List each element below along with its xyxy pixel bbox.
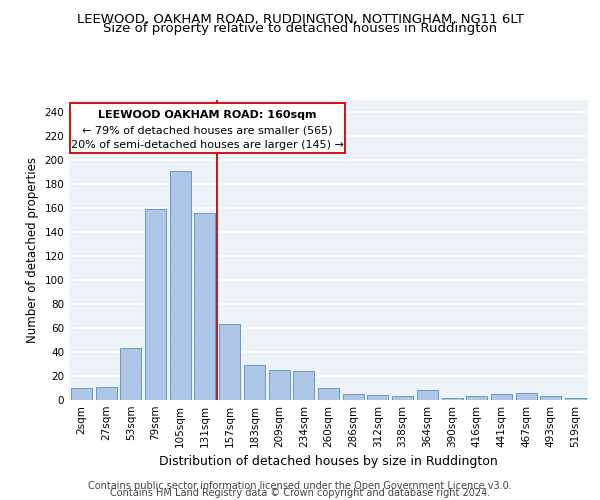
Bar [170,171,191,400]
Text: Size of property relative to detached houses in Ruddington: Size of property relative to detached ho… [103,22,497,35]
X-axis label: Distribution of detached houses by size in Ruddington: Distribution of detached houses by size … [159,456,498,468]
Text: Contains HM Land Registry data © Crown copyright and database right 2024.: Contains HM Land Registry data © Crown c… [110,488,490,498]
Bar [269,370,290,400]
Bar [244,365,265,400]
Bar [442,398,463,400]
Y-axis label: Number of detached properties: Number of detached properties [26,157,39,343]
Bar [219,324,240,400]
Bar [491,394,512,400]
Bar [516,393,537,400]
Bar [565,398,586,400]
Bar [392,396,413,400]
Bar [95,387,116,400]
Bar [417,390,438,400]
Text: ← 79% of detached houses are smaller (565): ← 79% of detached houses are smaller (56… [82,125,332,135]
Bar [293,371,314,400]
Bar [367,395,388,400]
Bar [318,388,339,400]
Text: Contains public sector information licensed under the Open Government Licence v3: Contains public sector information licen… [88,481,512,491]
Bar [120,348,141,400]
Bar [466,396,487,400]
Bar [343,394,364,400]
Bar [541,396,562,400]
Text: LEEWOOD OAKHAM ROAD: 160sqm: LEEWOOD OAKHAM ROAD: 160sqm [98,110,316,120]
Text: LEEWOOD, OAKHAM ROAD, RUDDINGTON, NOTTINGHAM, NG11 6LT: LEEWOOD, OAKHAM ROAD, RUDDINGTON, NOTTIN… [77,12,523,26]
FancyBboxPatch shape [70,103,344,152]
Bar [145,209,166,400]
Text: 20% of semi-detached houses are larger (145) →: 20% of semi-detached houses are larger (… [71,140,343,150]
Bar [71,388,92,400]
Bar [194,213,215,400]
